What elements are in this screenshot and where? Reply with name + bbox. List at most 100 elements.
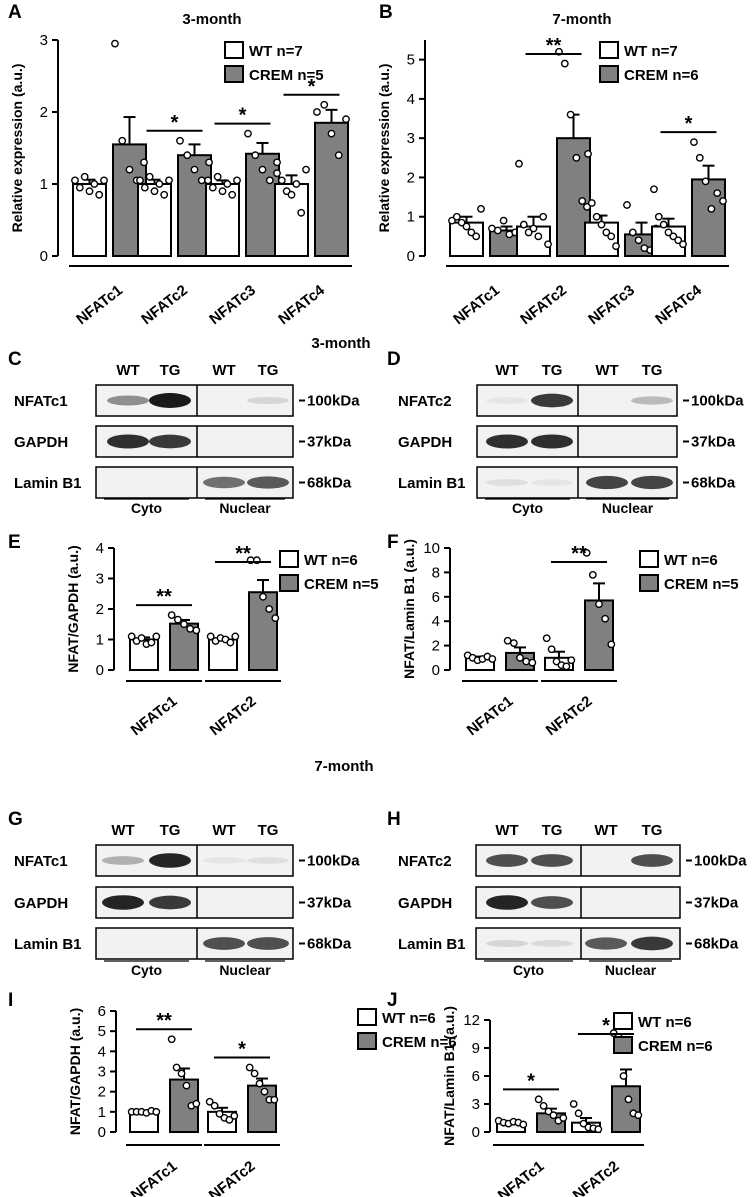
panel-letter: F bbox=[387, 532, 399, 553]
legend-label: CREM n=5 bbox=[249, 67, 324, 84]
blot-band bbox=[203, 857, 245, 864]
blot-band bbox=[102, 895, 144, 910]
data-point bbox=[552, 657, 561, 666]
data-point bbox=[522, 657, 531, 666]
chart-panel-j: J 0 3 6 9 12 NFAT/Lamin B1 (a.u.) NFATc1 NFATc2 *… bbox=[387, 990, 713, 1197]
fraction-label: Nuclear bbox=[219, 962, 271, 978]
data-point bbox=[271, 614, 280, 623]
legend-swatch bbox=[357, 1008, 377, 1026]
blot-row-label: Lamin B1 bbox=[14, 475, 82, 492]
blot-band bbox=[107, 434, 149, 449]
data-point bbox=[90, 180, 99, 188]
data-point bbox=[566, 110, 575, 119]
y-tick-label: 1 bbox=[407, 209, 415, 226]
category-label: NFATc1 bbox=[128, 693, 181, 739]
blot-band bbox=[486, 397, 528, 404]
y-tick-label: 2 bbox=[98, 1084, 106, 1101]
data-point bbox=[100, 176, 108, 185]
section-title-3-month: 3-month bbox=[311, 335, 370, 352]
data-point bbox=[567, 656, 576, 665]
marker-label: 68kDa bbox=[307, 936, 352, 953]
lane-label: WT bbox=[111, 822, 134, 839]
fraction-label: Cyto bbox=[131, 962, 162, 978]
blot-row-label: GAPDH bbox=[14, 895, 68, 912]
data-point bbox=[539, 1101, 548, 1110]
legend-swatch bbox=[279, 550, 299, 568]
section-title-7-month: 7-month bbox=[314, 758, 373, 775]
legend-swatch bbox=[357, 1032, 377, 1050]
data-point bbox=[205, 1097, 214, 1106]
y-axis-label: Relative expression (a.u.) bbox=[9, 64, 25, 233]
blot-band bbox=[203, 937, 245, 950]
blot-band bbox=[107, 395, 149, 406]
y-tick-label: 5 bbox=[98, 1023, 106, 1040]
data-point bbox=[493, 226, 502, 235]
blot-row-label: NFATc2 bbox=[398, 393, 452, 410]
chart-panel-a: A 3-month 0 1 2 3 Relative expression (a.u.) NF… bbox=[8, 2, 352, 328]
legend-label: CREM n=5 bbox=[304, 576, 379, 593]
data-point bbox=[528, 658, 537, 667]
legend-swatch bbox=[639, 574, 659, 592]
blot-row-label: NFATc1 bbox=[14, 853, 68, 870]
data-point bbox=[172, 1063, 181, 1072]
data-point bbox=[534, 232, 543, 241]
lane-label: TG bbox=[258, 362, 279, 379]
blot-row-label: GAPDH bbox=[14, 434, 68, 451]
category-label: NFATc2 bbox=[517, 282, 570, 328]
category-label: NFATc3 bbox=[585, 282, 638, 328]
significance-label: * bbox=[685, 113, 693, 135]
fraction-label: Nuclear bbox=[219, 500, 271, 516]
data-point bbox=[707, 204, 716, 213]
data-point bbox=[204, 176, 212, 185]
y-tick-label: 5 bbox=[407, 52, 415, 69]
legend-swatch bbox=[224, 41, 244, 59]
chart-title: 3-month bbox=[182, 11, 241, 28]
y-tick-label: 2 bbox=[432, 638, 440, 655]
marker-label: 100kDa bbox=[307, 853, 360, 870]
y-axis-label: NFAT/Lamin B1 (a.u.) bbox=[441, 1006, 457, 1146]
marker-label: 68kDa bbox=[307, 475, 352, 492]
chart-panel-b: B 7-month 0 1 2 3 4 5 Relative expression (a.u.)… bbox=[376, 2, 729, 328]
blot-band bbox=[149, 434, 191, 449]
panel-letter: E bbox=[8, 532, 21, 553]
blot-panel-h: H WT TG WT TG NFATc2 100kDa GAPDH 37kDa Lamin B1 6… bbox=[387, 809, 747, 978]
blot-row-label: Lamin B1 bbox=[398, 936, 466, 953]
data-point bbox=[602, 228, 611, 237]
data-point bbox=[690, 138, 698, 147]
data-point bbox=[607, 232, 616, 241]
data-point bbox=[265, 176, 274, 185]
category-label: NFATc2 bbox=[138, 282, 191, 328]
fraction-label: Nuclear bbox=[602, 500, 654, 516]
data-point bbox=[176, 136, 184, 145]
panel-letter: J bbox=[387, 990, 398, 1011]
data-point bbox=[137, 634, 146, 642]
data-point bbox=[75, 183, 84, 192]
data-point bbox=[213, 172, 222, 181]
y-tick-label: 1 bbox=[98, 1104, 106, 1121]
category-label: NFATc2 bbox=[207, 693, 260, 739]
data-point bbox=[273, 169, 281, 178]
y-tick-label: 9 bbox=[472, 1040, 480, 1057]
y-tick-label: 3 bbox=[407, 130, 415, 147]
data-point bbox=[297, 208, 306, 217]
data-point bbox=[251, 151, 260, 160]
data-point bbox=[534, 1095, 543, 1104]
data-point bbox=[327, 129, 336, 138]
significance-label: ** bbox=[546, 35, 562, 57]
data-point bbox=[145, 172, 154, 181]
data-point bbox=[208, 183, 217, 192]
data-point bbox=[215, 1109, 224, 1118]
blot-strip bbox=[476, 425, 678, 458]
y-tick-label: 0 bbox=[98, 1124, 106, 1141]
data-point bbox=[118, 136, 127, 145]
category-label: NFATc4 bbox=[275, 281, 328, 328]
data-point bbox=[509, 639, 518, 648]
data-point bbox=[499, 216, 508, 225]
data-point bbox=[516, 653, 524, 662]
crem-bar bbox=[584, 599, 614, 672]
data-point bbox=[192, 626, 201, 635]
blot-band bbox=[149, 895, 191, 910]
data-point bbox=[594, 1125, 603, 1134]
y-tick-label: 0 bbox=[472, 1124, 480, 1141]
data-point bbox=[244, 129, 252, 138]
